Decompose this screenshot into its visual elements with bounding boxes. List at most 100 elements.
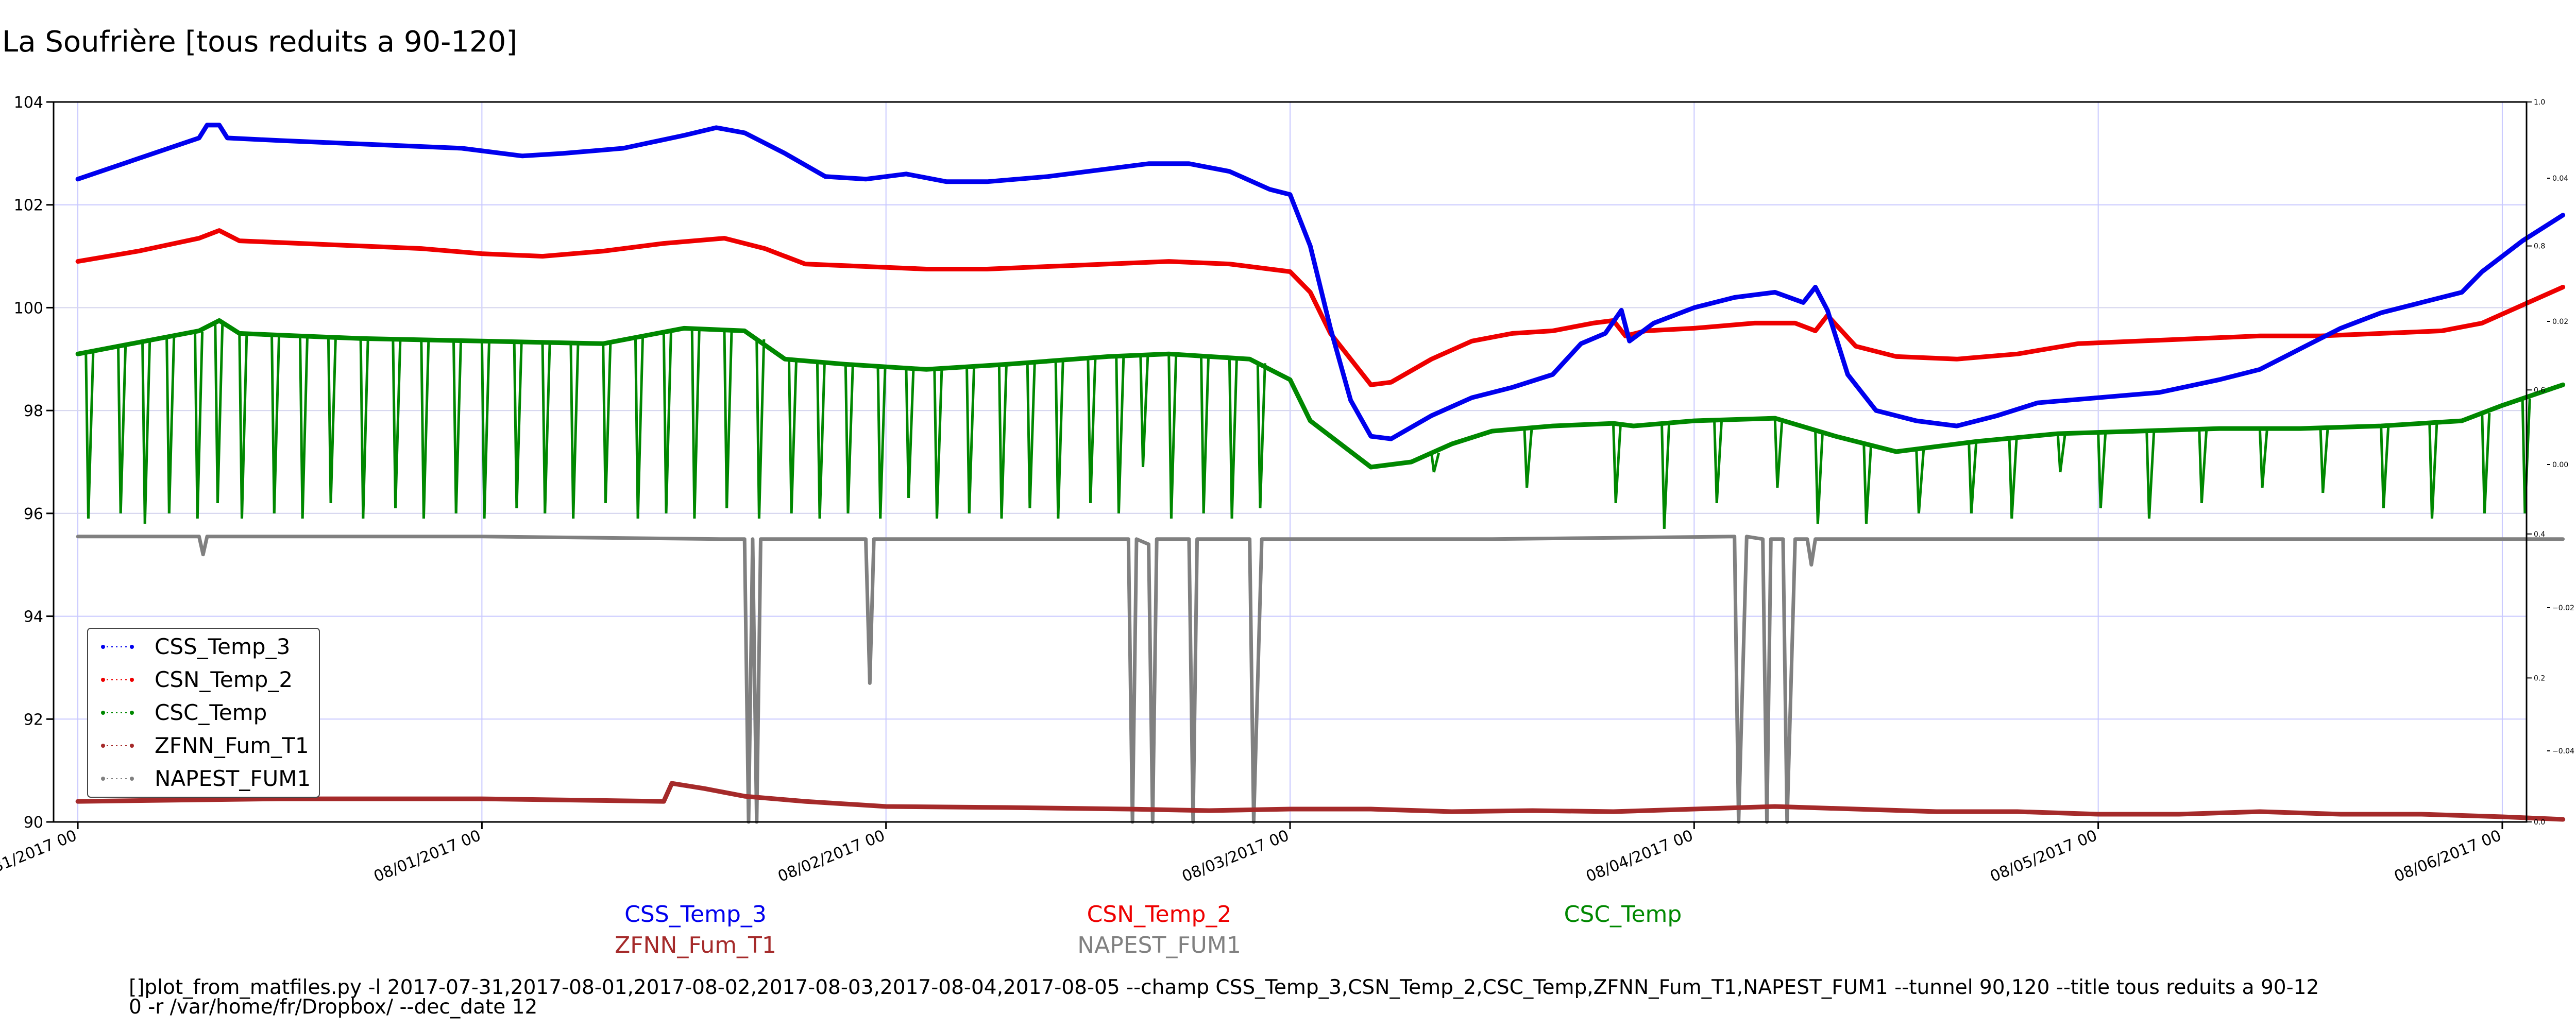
y-tick-label: 100 xyxy=(14,299,43,317)
series-drop-csc_temp xyxy=(422,339,430,519)
series-drop-csc_temp xyxy=(665,332,672,513)
command-footer: []plot_from_matfiles.py -l 2017-07-31,20… xyxy=(129,976,2319,1019)
right-tick-label: 1.0 xyxy=(2534,98,2545,107)
series-drop-csc_temp xyxy=(818,362,826,519)
y-tick-label: 90 xyxy=(24,814,43,832)
series-drop-csc_temp xyxy=(1028,363,1036,508)
series-drop-csc_temp xyxy=(2430,422,2438,519)
label-napest-fum1: NAPEST_FUM1 xyxy=(1077,932,1241,958)
series-drop-csc_temp xyxy=(846,364,854,513)
series-drop-csc_temp xyxy=(273,334,281,513)
series-line-napest_fum1 xyxy=(76,535,2565,824)
x-tick-label: 08/05/2017 00 xyxy=(1988,827,2100,886)
series-line-csc_temp xyxy=(75,318,2566,470)
right-outer-tick-label: 0.00 xyxy=(2552,461,2568,469)
x-tick-label: 08/04/2017 00 xyxy=(1584,827,1696,886)
footer-line-1: []plot_from_matfiles.py -l 2017-07-31,20… xyxy=(129,976,2319,999)
series-drop-csc_temp xyxy=(143,341,151,524)
series-label-row: CSS_Temp_3 CSN_Temp_2 CSC_Temp ZFNN_Fum_… xyxy=(615,901,1682,958)
series-drop-csc_temp xyxy=(483,341,490,519)
x-tick-label: 08/01/2017 00 xyxy=(371,827,484,886)
x-tick-label: 08/03/2017 00 xyxy=(1179,827,1292,886)
series-drop-csc_temp xyxy=(907,368,915,498)
right-outer-tick-label: 0.04 xyxy=(2552,175,2568,183)
y-tick-label: 102 xyxy=(14,197,43,215)
series-drop-csc_temp xyxy=(1865,443,1873,524)
series-drop-csc_temp xyxy=(544,342,551,513)
series-drop-csc_temp xyxy=(515,341,523,508)
series-drop-csc_temp xyxy=(1663,423,1671,529)
series-drop-csc_temp xyxy=(1142,355,1149,468)
series-drop-csc_temp xyxy=(1526,428,1533,488)
series-drop-csc_temp xyxy=(790,359,798,513)
series-drop-csc_temp xyxy=(1970,442,1978,514)
legend-marker-css_temp_3 xyxy=(101,645,105,649)
legend-marker-csn_temp_2 xyxy=(101,678,105,682)
series-drop-csc_temp xyxy=(119,346,127,513)
x-tick-label: 07/31/2017 00 xyxy=(0,827,79,886)
series-drop-csc_temp xyxy=(301,336,309,519)
series-drop-csc_temp xyxy=(1170,354,1178,519)
series-drop-csc_temp xyxy=(2382,425,2390,509)
series-drop-csc_temp xyxy=(454,340,463,513)
series-drop-csc_temp xyxy=(2099,432,2107,509)
legend-marker-napest_fum1 xyxy=(101,777,105,781)
series-drop-csc_temp xyxy=(968,367,976,513)
legend-marker-csc_temp xyxy=(101,711,105,715)
y-tick-label: 104 xyxy=(14,94,43,112)
series-drop-csc_temp xyxy=(87,352,95,519)
series-drop-csc_temp xyxy=(2321,427,2329,493)
series-drop-csc_temp xyxy=(329,337,337,503)
series-drop-csc_temp xyxy=(240,333,248,519)
legend-box xyxy=(87,628,320,798)
legend-marker-csn_temp_2 xyxy=(130,678,134,682)
legend-label-css_temp_3: CSS_Temp_3 xyxy=(155,634,290,659)
series-drop-csc_temp xyxy=(394,339,402,508)
right-outer-tick-label: −0.04 xyxy=(2552,747,2574,756)
label-csc-temp: CSC_Temp xyxy=(1564,901,1682,928)
right-outer-tick-label: −0.02 xyxy=(2552,604,2574,612)
series-drop-csc_temp xyxy=(2147,431,2156,519)
legend-label-zfnn_fum_t1: ZFNN_Fum_T1 xyxy=(155,733,309,758)
label-csn-temp-2: CSN_Temp_2 xyxy=(1087,901,1232,928)
series-drop-csc_temp xyxy=(2059,433,2066,473)
right-tick-label: 0.4 xyxy=(2534,530,2545,539)
series-line-csn_temp_2 xyxy=(75,228,2566,387)
series-drop-csc_temp xyxy=(1259,363,1266,508)
series-drop-csc_temp xyxy=(1230,357,1238,519)
series-drop-csc_temp xyxy=(362,338,369,519)
legend: CSS_Temp_3 CSN_Temp_2 CSC_Temp ZFNN_Fum_T1 N… xyxy=(87,628,320,798)
legend-marker-csc_temp xyxy=(130,711,134,715)
legend-marker-css_temp_3 xyxy=(130,645,134,649)
series-drop-csc_temp xyxy=(2010,438,2018,519)
series-layer xyxy=(75,123,2566,824)
series-drop-csc_temp xyxy=(1000,365,1008,519)
series-drop-csc_temp xyxy=(1057,360,1064,519)
series-drop-csc_temp xyxy=(636,337,645,519)
y-tick-label: 92 xyxy=(24,711,43,729)
series-drop-csc_temp xyxy=(1776,418,1784,488)
x-tick-label: 08/02/2017 00 xyxy=(775,827,888,886)
right-outer-tick-label: 0.02 xyxy=(2552,318,2568,326)
series-drop-csc_temp xyxy=(1614,423,1622,504)
legend-marker-napest_fum1 xyxy=(130,777,134,781)
y-tick-label: 98 xyxy=(24,402,43,420)
right-axis: 1.0 0.8 0.6 0.4 0.2 0.0 0.04 0.02 0.00 −0.02 −0.04 xyxy=(2527,98,2574,827)
series-drop-csc_temp xyxy=(1117,356,1125,513)
series-drop-csc_temp xyxy=(572,342,580,519)
series-line-css_temp_3 xyxy=(75,123,2566,441)
series-drop-csc_temp xyxy=(936,369,943,519)
series-drop-csc_temp xyxy=(1089,358,1097,503)
series-drop-csc_temp xyxy=(1715,420,1723,504)
legend-label-napest_fum1: NAPEST_FUM1 xyxy=(155,766,311,791)
y-tick-label: 94 xyxy=(24,608,43,626)
y-axis: 90 92 94 96 98 100 102 104 xyxy=(14,94,54,832)
series-drop-csc_temp xyxy=(1816,430,1824,524)
series-drop-csc_temp xyxy=(757,339,766,519)
series-drop-csc_temp xyxy=(2483,413,2491,513)
right-tick-label: 0.8 xyxy=(2534,243,2545,251)
grid-lines xyxy=(54,101,2527,822)
legend-label-csc_temp: CSC_Temp xyxy=(155,700,267,725)
series-drop-csc_temp xyxy=(1432,452,1440,473)
